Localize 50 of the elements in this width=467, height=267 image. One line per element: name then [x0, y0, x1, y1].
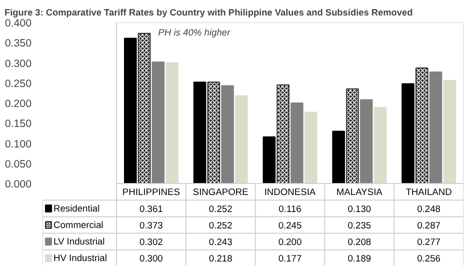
x-tick-label: MALAYSIA — [336, 186, 384, 197]
text: 0.400 — [4, 18, 32, 30]
data-label: 0.130 — [348, 204, 372, 214]
data-label: 0.208 — [348, 237, 372, 248]
legend-label: LV Industrial — [54, 236, 105, 247]
data-label: 0.373 — [140, 220, 163, 230]
data-label: 0.189 — [348, 254, 372, 264]
data-label: 0.287 — [417, 220, 440, 230]
data-label: 0.277 — [417, 237, 440, 248]
data-label: 0.300 — [140, 254, 163, 264]
data-label: 0.235 — [348, 220, 372, 230]
text: 0.250 — [4, 78, 32, 90]
x-tick-label: SINGAPORE — [192, 186, 248, 197]
annotation: PH is 40% higher — [158, 27, 232, 38]
data-label: 0.243 — [208, 237, 232, 248]
data-label: 0.256 — [417, 254, 440, 264]
bar — [152, 61, 165, 184]
data-label: 0.218 — [208, 254, 232, 264]
bar — [402, 83, 414, 184]
bar — [124, 38, 137, 184]
bar — [262, 136, 276, 184]
legend-label: Residential — [54, 203, 100, 214]
chart-title: Figure 3: Comparative Tariff Rates by Country with Philippine Values and Subsidies Removed — [4, 8, 413, 18]
bar — [290, 102, 304, 184]
data-label: 0.200 — [278, 237, 302, 248]
text: 0.000 — [4, 178, 32, 191]
data-label: 0.116 — [278, 204, 302, 214]
data-label: 0.177 — [278, 254, 302, 264]
bar — [429, 72, 442, 184]
x-tick-label: INDONESIA — [264, 186, 316, 197]
data-label: 0.252 — [208, 220, 232, 230]
x-tick-label: PHILIPPINES — [122, 186, 180, 197]
bar — [193, 82, 206, 184]
data-label: 0.302 — [140, 237, 163, 248]
bar — [360, 99, 373, 184]
bar — [221, 85, 234, 184]
text: 0.300 — [4, 58, 32, 70]
text: 0.050 — [4, 158, 32, 170]
text: 0.200 — [4, 98, 32, 110]
data-label: 0.248 — [417, 204, 440, 214]
text: 0.100 — [4, 138, 32, 150]
legend-label: Commercial — [54, 220, 104, 230]
data-label: 0.252 — [208, 204, 232, 214]
legend-label: HV Industrial — [54, 253, 107, 264]
bar — [332, 130, 345, 184]
data-label: 0.245 — [278, 220, 302, 230]
data-label: 0.361 — [140, 204, 163, 214]
text: 0.150 — [4, 118, 32, 130]
x-tick-label: THAILAND — [406, 186, 452, 197]
text: 0.350 — [4, 38, 32, 50]
